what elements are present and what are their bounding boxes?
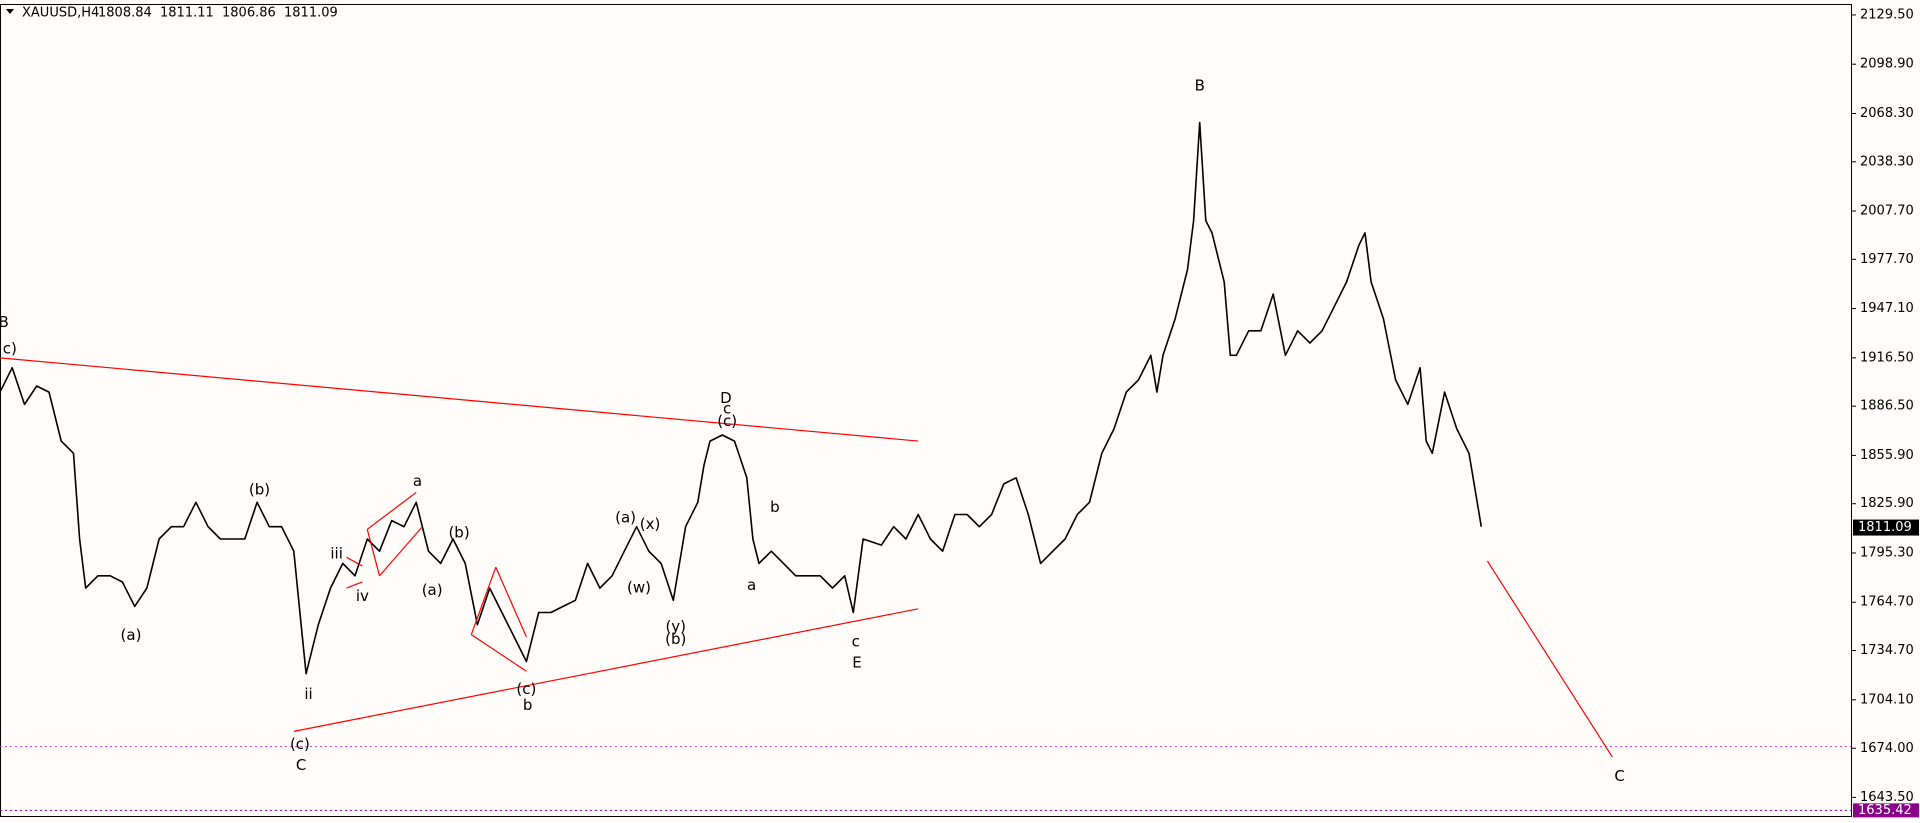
wave-label: c	[852, 632, 860, 650]
wave-label: C	[1614, 767, 1624, 785]
high: 1811.11	[160, 6, 214, 21]
y-tick-label: 1704.10	[1860, 692, 1914, 707]
trend-line	[293, 608, 919, 732]
low: 1806.86	[222, 6, 276, 21]
y-tick-label: 1977.70	[1860, 252, 1914, 267]
y-tick-label: 1734.70	[1860, 643, 1914, 658]
y-tick-label: 1825.90	[1860, 496, 1914, 511]
wave-label: (b)	[448, 523, 469, 541]
wave-label: (a)	[121, 626, 142, 644]
current-price-box	[1853, 519, 1919, 536]
y-tick-label: 1643.50	[1860, 790, 1914, 805]
y-tick-label: 1886.50	[1860, 399, 1914, 414]
wave-label: iii	[330, 544, 343, 562]
trend-line	[1486, 560, 1613, 758]
wave-label: B	[0, 313, 9, 331]
wave-label: c)	[3, 340, 17, 358]
wave-label: ii	[304, 685, 312, 703]
trend-line	[470, 566, 497, 635]
y-tick-label: 2007.70	[1860, 204, 1914, 219]
wave-label: C	[296, 756, 306, 774]
y-tick-label: 1764.70	[1860, 595, 1914, 610]
close: 1811.09	[284, 6, 338, 21]
wave-label: b	[770, 498, 780, 516]
y-tick-label: 2068.30	[1860, 106, 1914, 121]
menu-arrow[interactable]	[6, 9, 14, 14]
wave-label: a	[413, 472, 422, 490]
y-tick-label: 1795.30	[1860, 545, 1914, 560]
wave-label: (c)	[516, 680, 536, 698]
y-tick-label: 2098.90	[1860, 57, 1914, 72]
trend-line	[379, 526, 423, 577]
wave-label: D	[720, 389, 732, 407]
wave-label: (x)	[640, 515, 661, 533]
price-level-label: 1635.42	[1858, 803, 1912, 818]
trend-line	[366, 529, 381, 576]
trend-line	[366, 491, 417, 530]
wave-label: E	[852, 653, 861, 671]
symbol: XAUUSD,H4	[22, 6, 99, 21]
wave-label: (b)	[665, 630, 686, 648]
trend-line	[0, 357, 919, 442]
current-price-label: 1811.09	[1858, 520, 1912, 535]
y-tick-label: 1855.90	[1860, 448, 1914, 463]
wave-label: (y)	[665, 618, 686, 636]
plot-frame	[0, 4, 1852, 817]
wave-label: a	[747, 576, 756, 594]
y-tick-label: 2038.30	[1860, 154, 1914, 169]
wave-label: (c)	[717, 412, 737, 430]
y-tick-label: 1916.50	[1860, 350, 1914, 365]
y-tick-label: 1947.10	[1860, 301, 1914, 316]
y-tick-label: 1674.00	[1860, 741, 1914, 756]
wave-label: b	[523, 696, 533, 714]
wave-label: (w)	[627, 579, 651, 597]
trend-line	[495, 566, 527, 638]
wave-label: B	[1195, 76, 1205, 94]
open: 1808.84	[98, 6, 152, 21]
wave-label: (c)	[290, 735, 310, 753]
trend-line	[470, 634, 527, 672]
wave-label: (b)	[249, 481, 270, 499]
trend-line	[346, 556, 363, 567]
wave-label: c	[723, 400, 731, 418]
wave-label: iv	[356, 587, 369, 605]
trend-line	[346, 581, 363, 589]
wave-label: (a)	[422, 581, 443, 599]
y-tick-label: 2129.50	[1860, 7, 1914, 22]
wave-label: (a)	[615, 509, 636, 527]
price-line	[0, 121, 1483, 675]
price-level-box	[1853, 803, 1919, 818]
